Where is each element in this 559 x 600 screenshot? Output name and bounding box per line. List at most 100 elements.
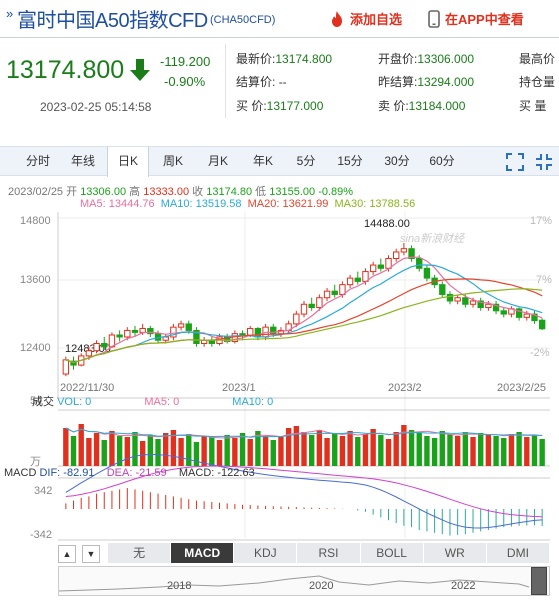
candle-high-label: 高 [129, 186, 141, 198]
volume-bar [209, 437, 215, 466]
tab-5min[interactable]: 5分 [296, 154, 316, 168]
candle-body [185, 323, 192, 331]
tab-15min[interactable]: 15分 [337, 154, 363, 168]
tab-daily-k[interactable]: 日K [107, 147, 149, 177]
timeline-handle[interactable] [531, 567, 547, 595]
sell-label: 卖 价: [378, 99, 409, 113]
volume-bar [116, 436, 123, 466]
ma30-line [65, 288, 543, 364]
candle-close: 13174.80 [206, 186, 253, 198]
volume-bar [470, 437, 476, 466]
tab-30min[interactable]: 30分 [384, 154, 410, 168]
latest-price-field: 最新价:13174.800 [236, 50, 332, 67]
candle-body [469, 300, 477, 305]
ma10-line [65, 264, 543, 364]
vol-ma10: MA10: 0 [232, 396, 274, 408]
candle-body [131, 329, 139, 333]
bid-label: 买 量 [519, 99, 547, 113]
candle-body [408, 248, 415, 259]
latest-value: 13174.800 [275, 52, 333, 66]
candle-body [515, 308, 523, 318]
volume-bar [86, 438, 92, 466]
ma30-value: MA30: 13788.56 [334, 198, 416, 210]
volume-bar [262, 436, 269, 466]
price-change-pct: -0.90% [164, 74, 206, 89]
candle-body [346, 277, 354, 286]
candle-body [477, 300, 484, 309]
scroll-left-button[interactable]: ▲ [58, 545, 76, 563]
quote-divider [225, 44, 226, 118]
candle-body [139, 327, 146, 333]
candlestick-chart[interactable]: 14800 13600 12400 17% 7% -2% 2022/11/30 … [0, 208, 559, 543]
tab-year-line[interactable]: 年线 [70, 154, 95, 168]
y-tick-label: 13600 [20, 274, 51, 286]
volume-bar [347, 431, 353, 466]
tab-yearly-k[interactable]: 年K [252, 154, 273, 168]
tab-60min[interactable]: 60分 [429, 154, 455, 168]
volume-bar [424, 436, 430, 466]
sell-price-field: 卖 价:13184.000 [378, 97, 465, 114]
indicator-dmi[interactable]: DMI [487, 543, 550, 563]
volume-bar [224, 435, 230, 466]
volume-bar [462, 432, 469, 466]
open-in-app-button[interactable]: 在APP中查看 [428, 9, 524, 28]
ma20-value: MA20: 13621.99 [247, 198, 329, 210]
indicator-kdj[interactable]: KDJ [234, 543, 298, 563]
macd-value: MACD: -122.63 [178, 467, 255, 479]
candle-low-label: 低 [255, 186, 267, 198]
volume-bar [524, 437, 530, 466]
volume-bar [70, 436, 77, 466]
volume-bar [178, 438, 184, 466]
macd-dea: DEA: -21.59 [106, 467, 167, 479]
macd-info-line: MACD DIF: -82.91 DEA: -21.59 MACD: -122.… [4, 467, 255, 479]
macd-ytop-label: 342 [34, 485, 52, 497]
candle-info-line: 2023/02/25 开 13306.00 高 13333.00 收 13174… [8, 183, 353, 199]
candle-body [85, 350, 93, 357]
y-right-tick-label: -2% [530, 347, 550, 359]
header-divider [0, 37, 559, 38]
timeline-navigator[interactable]: 2018 2020 2022 [58, 566, 550, 596]
tab-monthly-k[interactable]: 月K [207, 154, 228, 168]
volume-bar [124, 437, 130, 466]
volume-bar [393, 432, 399, 466]
dea-line [65, 465, 543, 518]
candle-low: 13155.00 [269, 186, 316, 198]
volume-bar [516, 432, 522, 466]
candle-body [300, 303, 308, 315]
volume-bar [247, 439, 253, 466]
candle-body [101, 343, 108, 348]
open-in-app-label: 在APP中查看 [445, 12, 524, 27]
volume-bar [139, 441, 146, 466]
indicator-boll[interactable]: BOLL [361, 543, 424, 563]
volume-bar [301, 432, 307, 466]
indicator-rsi[interactable]: RSI [297, 543, 361, 563]
candle-body [93, 343, 100, 352]
candle-date: 2023/02/25 [8, 186, 64, 198]
indicator-none[interactable]: 无 [108, 543, 172, 563]
indicator-macd[interactable]: MACD [171, 543, 235, 563]
flame-icon [332, 10, 342, 27]
exit-fullscreen-icon[interactable] [535, 153, 553, 171]
add-watchlist-button[interactable]: 添加自选 [328, 9, 402, 28]
volume-bar [308, 435, 315, 466]
candle-body [439, 284, 446, 295]
indicator-wr[interactable]: WR [424, 543, 487, 563]
volume-bar [501, 438, 507, 466]
page-header: » 富时中国A50指数CFD (CHA50CFD) 添加自选 在APP中查看 [0, 0, 559, 36]
volume-label: 成交 [32, 396, 54, 408]
tab-weekly-k[interactable]: 周K [162, 154, 183, 168]
fullscreen-icon[interactable] [506, 153, 524, 171]
volume-bar [378, 435, 384, 466]
latest-label: 最新价: [236, 52, 276, 66]
scroll-right-button[interactable]: ▼ [82, 545, 100, 563]
tab-intraday[interactable]: 分时 [25, 154, 50, 168]
candle-body [454, 297, 461, 302]
candle-body [147, 327, 154, 335]
timeline-label: 2018 [167, 580, 192, 592]
candle-body [331, 290, 338, 295]
high-price-field: 最高价 [519, 50, 555, 67]
candle-body [170, 326, 177, 338]
volume-bar [147, 435, 154, 466]
volume-bar [285, 428, 292, 466]
volume-bar [63, 428, 69, 466]
